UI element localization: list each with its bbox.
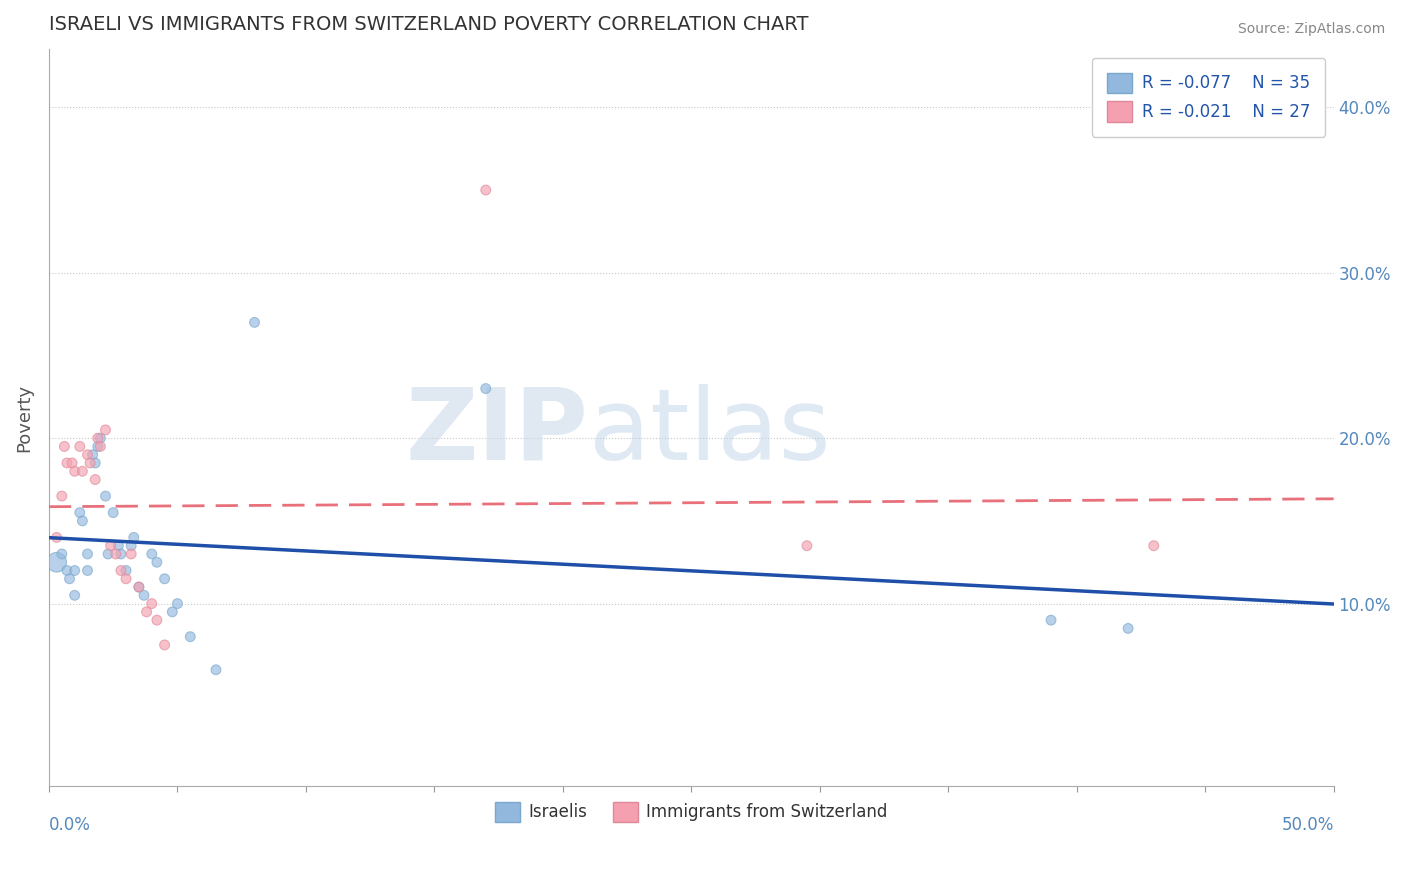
Point: [474, 183, 496, 197]
Point: [162, 605, 184, 619]
Point: [51, 547, 73, 561]
Point: [63, 564, 86, 578]
Point: [153, 572, 176, 586]
Point: [60, 456, 83, 470]
Point: [76, 547, 98, 561]
Point: [56, 564, 79, 578]
Point: [69, 440, 91, 454]
Point: [63, 464, 86, 478]
Point: [115, 564, 138, 578]
Point: [107, 539, 129, 553]
Point: [69, 506, 91, 520]
Text: ISRAELI VS IMMIGRANTS FROM SWITZERLAND POVERTY CORRELATION CHART: ISRAELI VS IMMIGRANTS FROM SWITZERLAND P…: [49, 15, 808, 34]
Point: [153, 638, 176, 652]
Point: [72, 514, 94, 528]
Point: [82, 448, 104, 462]
Point: [89, 440, 111, 454]
Point: [79, 456, 101, 470]
Point: [94, 423, 117, 437]
Point: [76, 448, 98, 462]
Text: 0.0%: 0.0%: [49, 816, 91, 835]
Point: [120, 547, 142, 561]
Point: [45, 530, 67, 544]
Legend: Israelis, Immigrants from Switzerland: Israelis, Immigrants from Switzerland: [489, 795, 894, 829]
Point: [243, 315, 266, 329]
Point: [89, 431, 111, 445]
Text: Source: ZipAtlas.com: Source: ZipAtlas.com: [1237, 22, 1385, 37]
Point: [1143, 539, 1166, 553]
Point: [56, 456, 79, 470]
Point: [122, 530, 145, 544]
Point: [1040, 613, 1063, 627]
Point: [135, 605, 157, 619]
Point: [110, 564, 132, 578]
Point: [166, 597, 188, 611]
Point: [796, 539, 818, 553]
Point: [97, 547, 120, 561]
Point: [110, 547, 132, 561]
Point: [76, 564, 98, 578]
Point: [94, 489, 117, 503]
Point: [104, 547, 127, 561]
Point: [51, 489, 73, 503]
Point: [205, 663, 228, 677]
Point: [146, 613, 169, 627]
Point: [474, 382, 496, 396]
Y-axis label: Poverty: Poverty: [15, 384, 32, 451]
Point: [1116, 621, 1139, 635]
Point: [141, 547, 163, 561]
Point: [179, 630, 201, 644]
Point: [128, 580, 150, 594]
Point: [53, 440, 76, 454]
Point: [103, 506, 125, 520]
Point: [128, 580, 150, 594]
Text: atlas: atlas: [589, 384, 830, 481]
Point: [120, 539, 142, 553]
Point: [141, 597, 163, 611]
Point: [84, 473, 107, 487]
Point: [146, 555, 169, 569]
Point: [45, 555, 67, 569]
Point: [100, 539, 122, 553]
Point: [58, 572, 80, 586]
Point: [132, 588, 155, 602]
Text: 50.0%: 50.0%: [1281, 816, 1334, 835]
Point: [115, 572, 138, 586]
Point: [72, 464, 94, 478]
Point: [84, 456, 107, 470]
Point: [87, 440, 110, 454]
Text: ZIP: ZIP: [406, 384, 589, 481]
Point: [63, 588, 86, 602]
Point: [87, 431, 110, 445]
